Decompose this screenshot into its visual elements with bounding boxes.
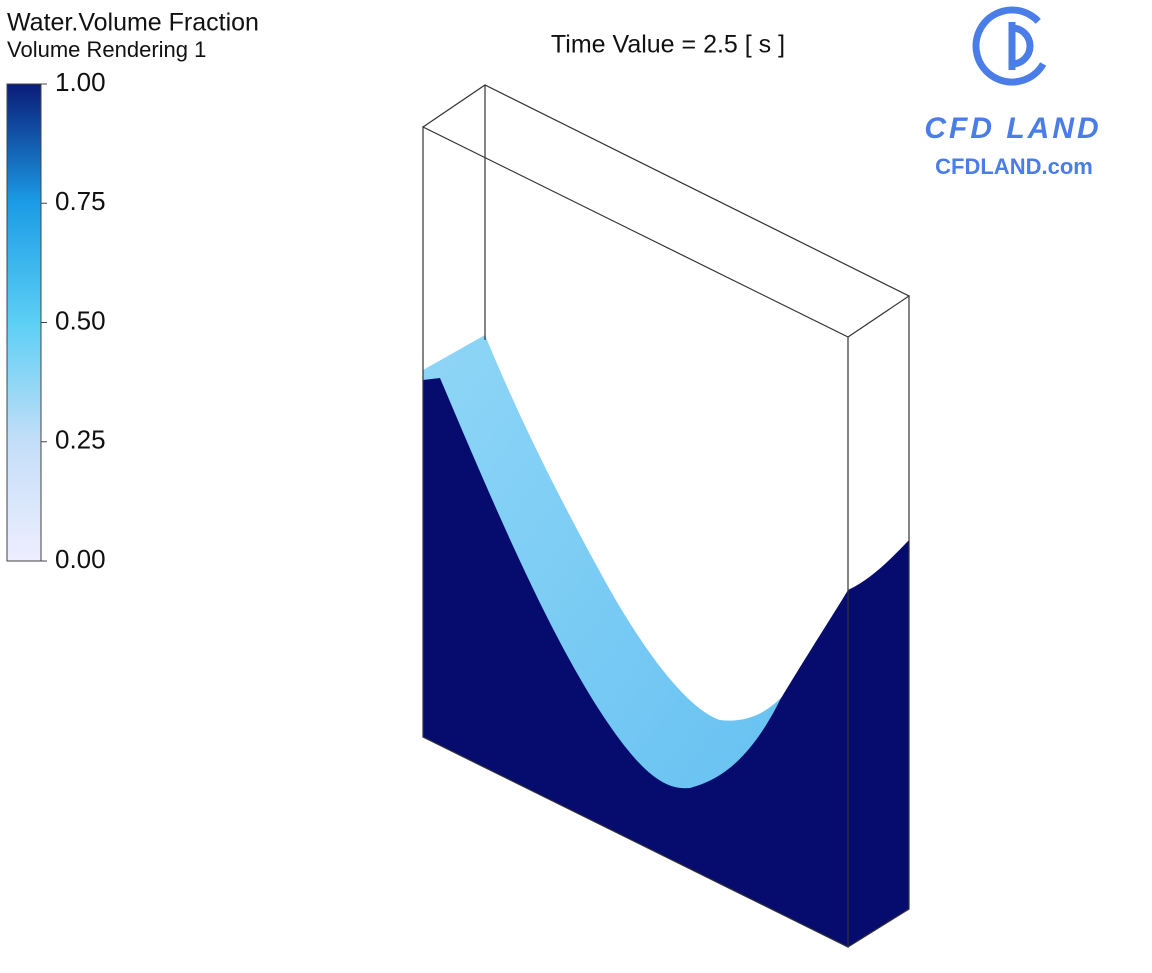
color-bar-label: 0.75 — [55, 186, 106, 216]
color-bar-label: 0.25 — [55, 425, 106, 455]
color-bar-label: 0.50 — [55, 305, 106, 335]
time-label: Time Value = 2.5 [ s ] — [551, 31, 785, 59]
viewport: Water.Volume Fraction Volume Rendering 1… — [0, 0, 1152, 968]
color-bar — [7, 84, 41, 561]
water-side — [848, 540, 909, 947]
color-bar-label: 1.00 — [55, 67, 106, 97]
water-render — [423, 335, 909, 947]
logo-url: CFDLAND.com — [935, 154, 1093, 179]
legend-subtitle: Volume Rendering 1 — [7, 37, 206, 62]
logo-name: CFD LAND — [924, 112, 1101, 145]
legend-title: Water.Volume Fraction — [7, 9, 259, 37]
logo: CFD LAND CFDLAND.com — [924, 0, 1101, 179]
color-bar-label: 0.00 — [55, 544, 106, 574]
